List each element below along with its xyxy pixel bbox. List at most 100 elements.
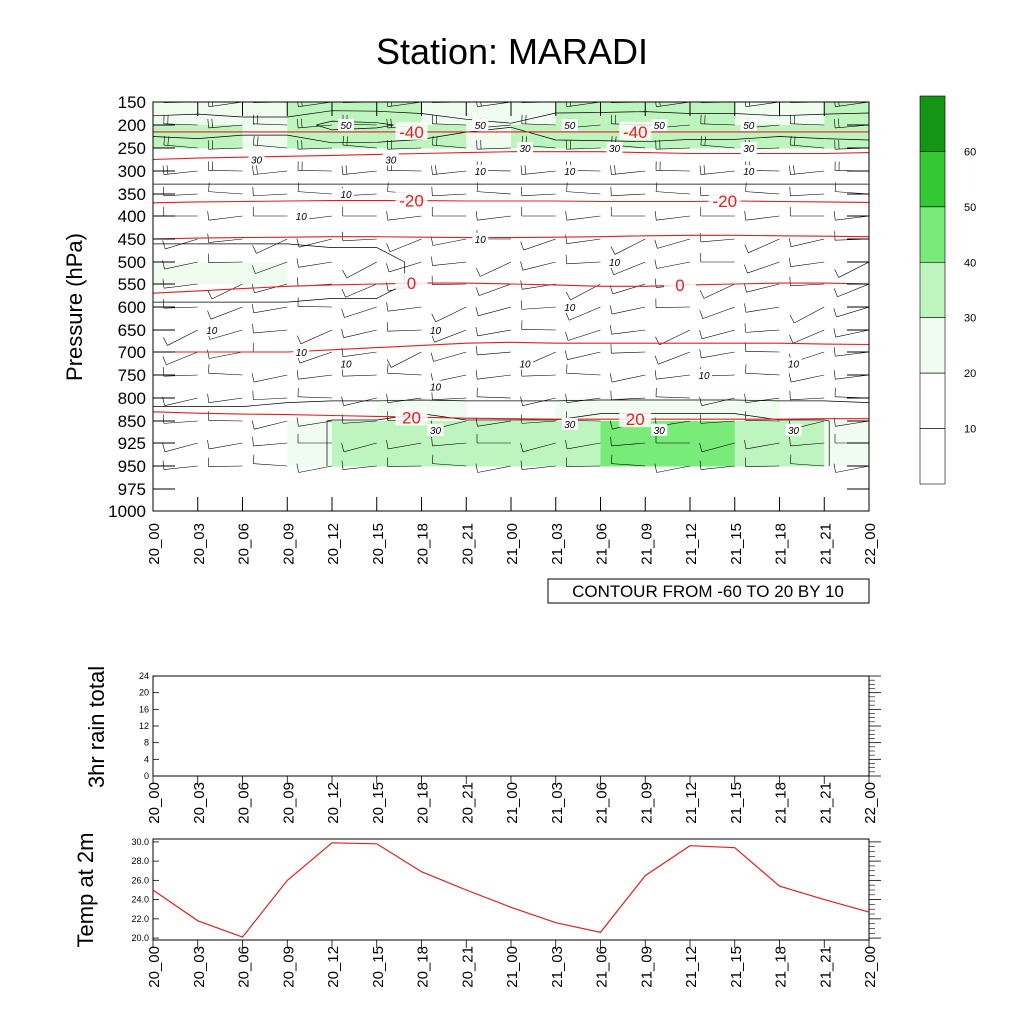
x-tick-label: 20_18 <box>415 523 432 565</box>
wind-barb <box>794 306 825 324</box>
y-tick-label: 8 <box>144 738 149 748</box>
wind-barb <box>611 374 646 383</box>
contour-label-bg <box>338 188 354 200</box>
y-tick-label: 28.0 <box>131 856 149 866</box>
x-tick-label: 21_21 <box>817 946 834 988</box>
wind-barb <box>253 463 288 467</box>
wind-barb <box>521 465 556 470</box>
shade-cell <box>824 421 869 444</box>
wind-barb-feather <box>436 136 438 146</box>
wind-barb <box>700 420 735 424</box>
wind-barb-feather <box>654 239 658 249</box>
rain-panel: 0 4 8 12 16 20 24 20_00 20_03 20_06 20_09 20_12 20_1… <box>84 666 881 824</box>
wind-barb-feather <box>432 454 434 464</box>
contour-label-bg <box>561 301 578 313</box>
wind-barb-feather <box>163 337 168 346</box>
contour-label: 50 <box>561 119 578 132</box>
wind-barb <box>343 329 377 338</box>
wind-barb <box>521 374 556 377</box>
shade-cell <box>600 443 646 467</box>
wind-barb <box>521 123 556 126</box>
isotherm-label-bg <box>619 121 652 140</box>
wind-barb <box>208 102 243 108</box>
wind-barb <box>253 397 288 401</box>
wind-barb <box>837 283 869 298</box>
wind-barb-feather <box>789 334 794 344</box>
wind-barb <box>522 442 556 453</box>
x-tick-label: 21_03 <box>549 946 566 988</box>
isotherm-label-bg <box>395 407 428 426</box>
wind-barb-feather <box>162 414 165 424</box>
wind-barb <box>790 144 825 149</box>
contour-label: 10 <box>427 324 444 337</box>
wind-barb <box>477 215 512 221</box>
contour-label: 30 <box>427 423 444 437</box>
contour-label-text: 10 <box>475 167 487 178</box>
wind-barb <box>838 261 869 278</box>
wind-barb-feather <box>341 308 345 318</box>
isotherm-line <box>153 234 869 240</box>
y-tick-label: 750 <box>118 366 146 385</box>
wind-barb-feather <box>744 264 748 274</box>
colorbar-label: 20 <box>964 368 976 380</box>
wind-barb-feather <box>207 439 210 449</box>
wind-barb <box>208 147 243 150</box>
wind-barb <box>477 374 512 380</box>
wind-barb-feather <box>565 439 568 449</box>
x-tick-label: 20_00 <box>146 946 163 988</box>
wind-barb <box>477 329 512 337</box>
wind-barb-feather <box>431 313 436 323</box>
wind-barb-feather <box>342 269 347 279</box>
pressure-axis-label: Pressure (hPa) <box>62 233 87 381</box>
wind-barb-feather <box>346 136 348 146</box>
wind-barb-feather <box>744 244 749 253</box>
x-tick-label: 21_18 <box>773 946 790 988</box>
y-tick-label: 200 <box>118 116 146 135</box>
isotherm-label-bg <box>619 409 652 428</box>
wind-barb <box>656 191 691 195</box>
isotherm-label-text: -40 <box>623 123 648 142</box>
wind-barb-feather <box>565 350 568 360</box>
wind-barb <box>387 306 422 312</box>
wind-barb-feather <box>252 165 254 175</box>
wind-barb <box>342 144 377 149</box>
wind-barb-feather <box>252 323 254 333</box>
wind-barb <box>208 124 243 129</box>
isotherm-label-bg <box>395 273 428 292</box>
contour-label-text: 30 <box>519 144 531 155</box>
wind-barb <box>656 465 691 473</box>
wind-barb-feather <box>390 118 392 128</box>
y-tick-label: 30.0 <box>131 837 149 847</box>
wind-barb <box>480 261 512 277</box>
wind-barb <box>701 351 735 359</box>
wind-barb-feather <box>251 373 255 383</box>
wind-barb-feather <box>569 102 572 107</box>
x-tick-label: 20_09 <box>280 782 297 824</box>
isotherm-label-text: 20 <box>626 410 645 429</box>
contour-label-bg <box>561 119 578 131</box>
contour-label-bg <box>606 256 623 268</box>
contour-label: 10 <box>696 369 712 382</box>
wind-barb-feather <box>301 118 303 128</box>
temp-series-line <box>152 842 870 938</box>
wind-barb-feather <box>386 263 390 273</box>
wind-barb <box>790 463 825 467</box>
wind-barb-feather <box>789 257 791 267</box>
wind-barb <box>790 123 825 126</box>
contour-label-bg <box>606 142 623 154</box>
wind-barb-feather <box>744 439 747 449</box>
wind-barb-feather <box>475 307 479 316</box>
wind-barb-feather <box>475 287 480 296</box>
wind-barb <box>253 374 288 383</box>
wind-barb-feather <box>297 118 299 128</box>
wind-barb <box>432 193 467 197</box>
wind-barb <box>700 144 735 149</box>
wind-barb-feather <box>610 165 612 175</box>
contour-label-text: 50 <box>340 121 352 132</box>
wind-barb <box>703 283 735 299</box>
wind-barb-feather <box>609 305 613 315</box>
wind-barb <box>835 465 869 473</box>
wind-barb-feather <box>207 290 213 300</box>
wind-barb <box>790 170 825 175</box>
wind-barb <box>432 397 467 401</box>
